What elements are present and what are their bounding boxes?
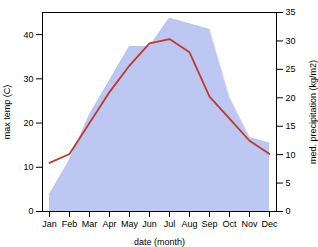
svg-text:Dec: Dec [261, 219, 278, 229]
svg-text:Jul: Jul [164, 219, 176, 229]
svg-text:Jan: Jan [42, 219, 57, 229]
svg-text:date (month): date (month) [134, 237, 185, 247]
svg-text:Aug: Aug [181, 219, 197, 229]
svg-text:med. precipitation (kg/m2): med. precipitation (kg/m2) [308, 60, 318, 164]
svg-text:Sep: Sep [201, 219, 217, 229]
svg-text:Apr: Apr [102, 219, 116, 229]
svg-text:20: 20 [286, 93, 296, 103]
svg-text:10: 10 [23, 162, 33, 172]
svg-text:Oct: Oct [222, 219, 237, 229]
svg-text:max temp (C): max temp (C) [2, 85, 12, 140]
svg-text:5: 5 [286, 178, 291, 188]
svg-text:20: 20 [23, 118, 33, 128]
svg-text:25: 25 [286, 64, 296, 74]
svg-text:15: 15 [286, 121, 296, 131]
svg-text:0: 0 [286, 206, 291, 216]
svg-text:35: 35 [286, 7, 296, 17]
svg-text:30: 30 [286, 36, 296, 46]
svg-text:Feb: Feb [62, 219, 78, 229]
svg-text:May: May [121, 219, 139, 229]
svg-text:30: 30 [23, 74, 33, 84]
svg-text:10: 10 [286, 150, 296, 160]
svg-text:40: 40 [23, 29, 33, 39]
svg-text:Jun: Jun [142, 219, 157, 229]
svg-text:Mar: Mar [82, 219, 98, 229]
svg-text:Nov: Nov [241, 219, 258, 229]
svg-text:0: 0 [28, 206, 33, 216]
